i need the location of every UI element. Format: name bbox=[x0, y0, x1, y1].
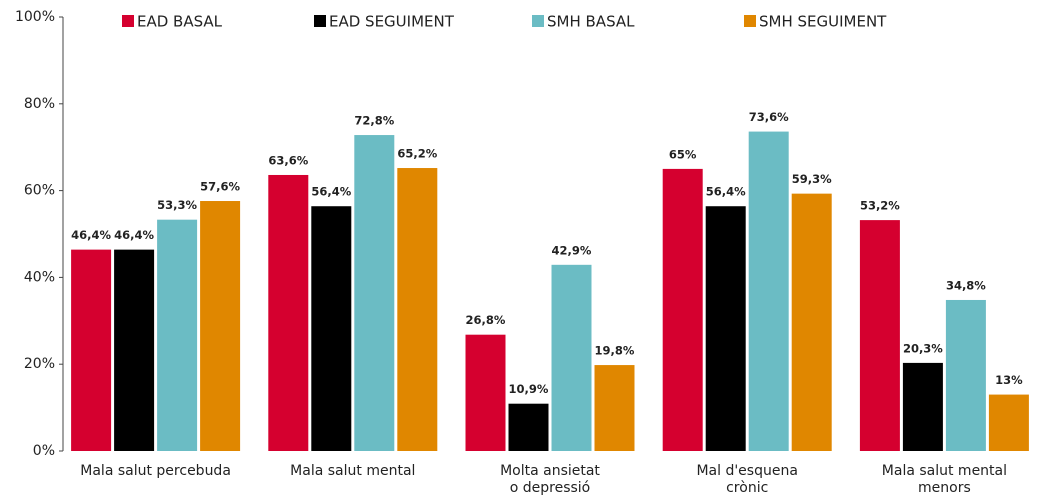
value-label: 42,9% bbox=[552, 243, 592, 257]
legend-label: EAD SEGUIMENT bbox=[329, 13, 455, 31]
legend-label: SMH SEGUIMENT bbox=[759, 13, 887, 31]
value-label: 53,3% bbox=[157, 198, 197, 212]
value-label: 46,4% bbox=[114, 228, 154, 242]
bar bbox=[465, 334, 506, 451]
value-label: 65,2% bbox=[397, 147, 437, 161]
x-tick-label: Mala salut mental bbox=[290, 463, 415, 479]
bar bbox=[594, 365, 635, 451]
value-label: 26,8% bbox=[466, 313, 506, 327]
value-label: 57,6% bbox=[200, 180, 240, 194]
bar bbox=[311, 206, 352, 451]
x-tick-label: Molta ansietat o depressió bbox=[500, 463, 600, 496]
bar bbox=[791, 193, 832, 451]
legend-label: EAD BASAL bbox=[137, 13, 223, 31]
bar bbox=[268, 174, 309, 451]
value-label: 63,6% bbox=[268, 153, 308, 167]
value-label: 13% bbox=[995, 373, 1023, 387]
y-tick-label: 20% bbox=[24, 356, 55, 372]
y-tick-label: 0% bbox=[33, 443, 55, 459]
bar bbox=[508, 403, 549, 451]
legend-label: SMH BASAL bbox=[547, 13, 635, 31]
bar bbox=[200, 201, 241, 451]
value-label: 19,8% bbox=[595, 344, 635, 358]
bar bbox=[988, 394, 1029, 451]
legend-swatch bbox=[314, 15, 326, 27]
bar bbox=[354, 135, 395, 451]
bar bbox=[662, 168, 703, 451]
bar bbox=[945, 299, 986, 451]
bar bbox=[71, 249, 112, 451]
value-label: 56,4% bbox=[706, 185, 746, 199]
value-label: 10,9% bbox=[509, 382, 549, 396]
y-tick-label: 80% bbox=[24, 96, 55, 112]
x-tick-label: Mala salut mental menors bbox=[882, 463, 1007, 496]
bar bbox=[114, 249, 155, 451]
value-label: 73,6% bbox=[749, 110, 789, 124]
legend-swatch bbox=[122, 15, 134, 27]
x-tick-label: Mal d'esquena crònic bbox=[696, 463, 797, 496]
value-label: 20,3% bbox=[903, 341, 943, 355]
legend-swatch bbox=[532, 15, 544, 27]
bar bbox=[902, 362, 943, 451]
bar bbox=[157, 219, 198, 451]
legend-swatch bbox=[744, 15, 756, 27]
value-label: 65% bbox=[669, 147, 697, 161]
y-tick-label: 40% bbox=[24, 269, 55, 285]
y-tick-label: 60% bbox=[24, 183, 55, 199]
bar bbox=[551, 264, 592, 451]
y-tick-label: 100% bbox=[15, 9, 55, 25]
value-label: 72,8% bbox=[354, 114, 394, 128]
bar bbox=[859, 220, 900, 451]
x-tick-label: Mala salut percebuda bbox=[80, 463, 231, 479]
bar bbox=[705, 206, 746, 451]
value-label: 46,4% bbox=[71, 228, 111, 242]
bar bbox=[397, 168, 438, 452]
value-label: 53,2% bbox=[860, 199, 900, 213]
bar bbox=[748, 131, 789, 452]
value-label: 56,4% bbox=[311, 185, 351, 199]
value-label: 59,3% bbox=[792, 172, 832, 186]
value-label: 34,8% bbox=[946, 278, 986, 292]
